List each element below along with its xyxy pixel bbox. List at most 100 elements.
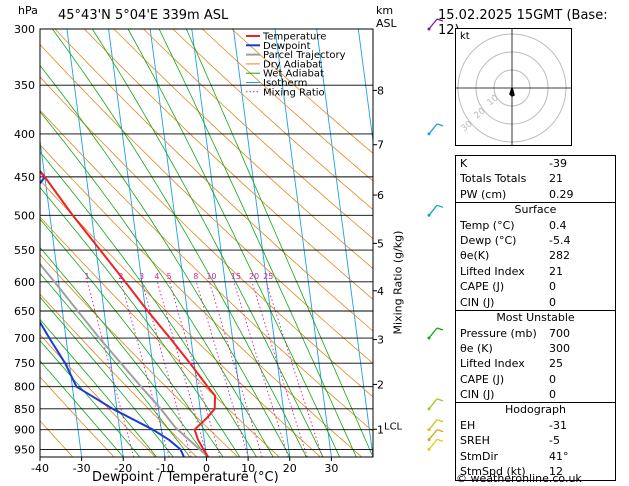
height-tick-label: 7 <box>377 139 384 152</box>
wet-adiabat-line <box>40 218 224 457</box>
location-title: 45°43'N 5°04'E 339m ASL <box>58 8 229 23</box>
mixing-ratio-line <box>233 281 289 457</box>
wet-adiabat-line <box>40 111 274 457</box>
parcel-trajectory-line <box>40 262 209 457</box>
index-row: K -39 <box>460 157 567 170</box>
dry-adiabat-line <box>40 44 373 364</box>
wind-barb-flag <box>436 18 444 22</box>
most-unstable-row: Lifted Index 25 <box>460 357 563 371</box>
isotherm-line <box>191 29 249 457</box>
pressure-tick-label: 350 <box>14 79 35 92</box>
lcl-label: LCL <box>384 422 403 433</box>
wind-barb-flag <box>436 204 444 208</box>
wet-adiabat-line <box>40 64 291 457</box>
dry-adiabat-line <box>113 29 373 270</box>
x-tick-label: 20 <box>283 462 297 475</box>
mixing-ratio-line <box>169 281 221 457</box>
mixing-ratio-label: 15 <box>231 272 241 281</box>
mixing-ratio-label: 2 <box>118 272 123 281</box>
hpa-label: hPa <box>18 4 38 17</box>
mixing-ratio-label: 25 <box>263 272 273 281</box>
mixing-ratio-label: 1 <box>84 272 89 281</box>
dewpoint-line <box>40 170 185 457</box>
wet-adiabat-line <box>40 151 257 457</box>
pressure-tick-label: 700 <box>14 332 35 345</box>
mixing-ratio-line <box>120 281 170 457</box>
most-unstable-row: CIN (J) 0 <box>460 388 556 402</box>
mixing-ratio-label: 10 <box>206 272 216 281</box>
wind-barb-base <box>427 336 431 340</box>
wind-barb <box>428 327 438 339</box>
legend-entry: Parcel Trajectory <box>263 50 346 61</box>
hodograph-title: Hodograph <box>505 403 566 417</box>
mixing-ratio-label: 3 <box>139 272 144 281</box>
pressure-tick-label: 500 <box>14 209 35 222</box>
wind-barb-base <box>427 213 431 217</box>
dry-adiabat-line <box>40 376 115 457</box>
hodograph-row: SREH -5 <box>460 434 560 448</box>
most-unstable-row: θe (K) 300 <box>460 341 570 355</box>
indices-table: K -39 Totals Totals 21 PW (cm) 0.29 Surface… <box>455 155 616 481</box>
isotherm-line <box>400 29 456 457</box>
mixing-ratio-line <box>195 281 249 457</box>
hodograph-panel: kt 10 20 30 <box>455 28 572 146</box>
wind-barb <box>428 398 438 410</box>
mixing-ratio-line <box>156 281 208 457</box>
surface-row: CIN (J) 0 <box>460 295 556 309</box>
hodograph-storm-marker <box>510 91 514 95</box>
dry-adiabat-line <box>54 29 373 332</box>
wind-barb <box>428 419 438 431</box>
dry-adiabat-line <box>202 29 373 182</box>
isotherm-line <box>108 29 166 457</box>
pressure-tick-label: 650 <box>14 305 35 318</box>
index-row: Totals Totals 21 <box>460 172 563 186</box>
temperature-line <box>40 169 217 457</box>
dry-adiabat-line <box>231 29 373 154</box>
height-tick-label: 5 <box>377 237 384 250</box>
wet-adiabat-line <box>40 339 141 457</box>
pressure-tick-label: 600 <box>14 276 35 289</box>
height-tick-label: 2 <box>377 378 384 391</box>
wind-barb-flag <box>436 438 444 443</box>
wind-barb <box>428 123 438 135</box>
mixing-ratio-axis-label: Mixing Ratio (g/kg) <box>391 230 405 335</box>
height-tick-label: 1 <box>377 423 384 436</box>
hodograph-kt-label: kt <box>460 31 470 42</box>
legend-entry: Dry Adiabat <box>263 59 322 70</box>
hodograph-row: StmDir 41° <box>460 449 569 463</box>
km-label: km <box>376 4 394 17</box>
pressure-tick-label: 750 <box>14 357 35 370</box>
credit-text: © weatheronline.co.uk <box>456 472 582 485</box>
x-tick-label: 30 <box>324 462 338 475</box>
wind-barb-flag <box>436 327 444 331</box>
index-row: PW (cm) 0.29 <box>460 187 574 201</box>
x-tick-label: -40 <box>31 462 49 475</box>
isotherm-line <box>357 29 373 145</box>
most-unstable-row: Pressure (mb) 700 <box>460 326 570 340</box>
wind-barb-flag <box>436 123 444 127</box>
hodograph-row: EH -31 <box>460 418 567 432</box>
wind-barb-base <box>427 447 431 451</box>
wind-barb-base <box>427 428 431 432</box>
pressure-tick-label: 300 <box>14 23 35 36</box>
surface-row: θe(K) 282 <box>460 249 570 263</box>
datetime-title: 15.02.2025 15GMT (Base: 12) <box>438 8 608 38</box>
dry-adiabat-line <box>40 216 280 457</box>
mixing-ratio-label: 20 <box>249 272 259 281</box>
pressure-tick-label: 400 <box>14 128 35 141</box>
mixing-ratio-line <box>87 281 135 457</box>
wet-adiabat-line <box>40 272 191 457</box>
pressure-tick-label: 550 <box>14 244 35 257</box>
legend-entry: Mixing Ratio <box>263 87 325 98</box>
legend-entry: Temperature <box>262 32 326 43</box>
pressure-tick-label: 450 <box>14 171 35 184</box>
isotherm-line <box>40 137 83 457</box>
hodograph-row: StmSpd (kt) 12 <box>460 465 563 479</box>
mixing-ratio-label: 5 <box>167 272 172 281</box>
wet-adiabat-line <box>185 29 373 457</box>
isotherm-line <box>316 29 373 457</box>
surface-row: Lifted Index 21 <box>460 264 563 278</box>
isotherm-line <box>232 29 291 457</box>
dry-adiabat-line <box>172 29 373 210</box>
